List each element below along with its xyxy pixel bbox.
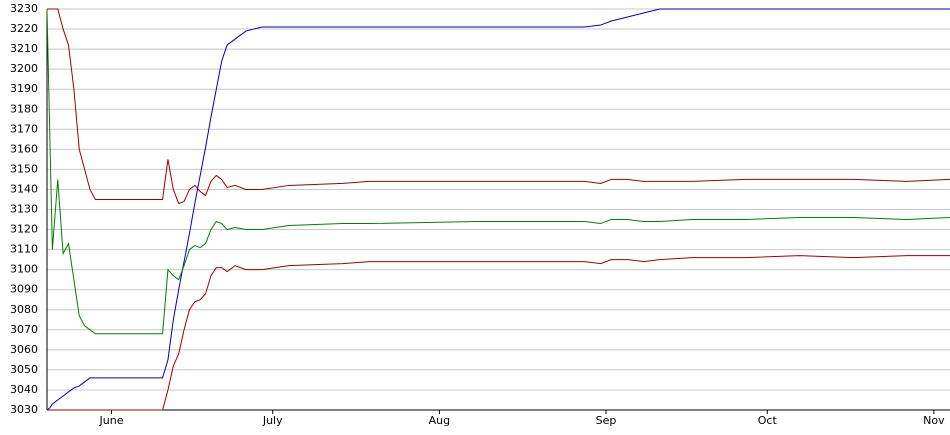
y-tick-label: 3220 [10, 22, 38, 35]
y-tick-label: 3100 [10, 263, 38, 276]
series-line [46, 8, 950, 335]
y-tick-label: 3070 [10, 323, 38, 336]
y-tick-label: 3120 [10, 223, 38, 236]
y-tick-label: 3200 [10, 62, 38, 75]
y-tick-label: 3040 [10, 383, 38, 396]
series-line [47, 255, 950, 411]
x-tick-label: Oct [758, 414, 778, 427]
y-tick-label: 3030 [10, 403, 38, 416]
y-tick-label: 3150 [10, 162, 38, 175]
y-tick-label: 3180 [10, 102, 38, 115]
y-tick-label: 3050 [10, 363, 38, 376]
series-line [46, 8, 950, 411]
y-tick-label: 3190 [10, 82, 38, 95]
y-tick-label: 3230 [10, 2, 38, 15]
x-tick-label: July [262, 414, 283, 427]
y-tick-label: 3080 [10, 303, 38, 316]
x-tick-label: Sep [596, 414, 617, 427]
y-tick-label: 3170 [10, 122, 38, 135]
y-tick-label: 3140 [10, 182, 38, 195]
x-tick-label: Aug [429, 414, 450, 427]
y-tick-label: 3210 [10, 42, 38, 55]
y-tick-label: 3090 [10, 283, 38, 296]
y-tick-label: 3160 [10, 142, 38, 155]
y-tick-label: 3130 [10, 203, 38, 216]
x-tick-label: June [99, 414, 124, 427]
y-tick-label: 3060 [10, 343, 38, 356]
y-tick-label: 3110 [10, 243, 38, 256]
series-line [47, 8, 950, 205]
x-tick-label: Nov [923, 414, 945, 427]
